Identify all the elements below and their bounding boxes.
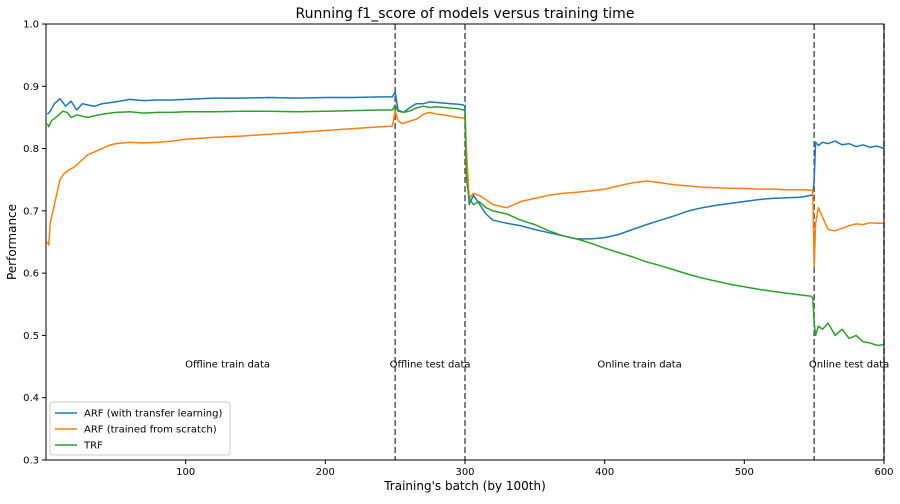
x-tick-label: 500 bbox=[735, 467, 754, 478]
y-tick-label: 0.7 bbox=[23, 206, 39, 217]
y-tick-label: 0.6 bbox=[23, 269, 39, 280]
region-labels: Offline train data Offline test data Onlin… bbox=[185, 359, 889, 370]
region-label-2: Online train data bbox=[597, 359, 681, 370]
x-tick-label: 300 bbox=[455, 467, 474, 478]
series-line-2 bbox=[46, 104, 885, 347]
x-tick-label: 200 bbox=[316, 467, 335, 478]
chart-title: Running f1_score of models versus traini… bbox=[296, 6, 635, 22]
legend-label-1: ARF (trained from scratch) bbox=[84, 425, 217, 436]
y-tick-label: 0.4 bbox=[23, 393, 39, 404]
x-axis-ticks: 100 200 300 400 500 600 bbox=[176, 460, 894, 478]
legend-label-0: ARF (with transfer learning) bbox=[84, 409, 222, 420]
y-axis-ticks: 0.3 0.4 0.5 0.6 0.7 0.8 0.9 1.0 bbox=[23, 20, 46, 467]
legend-label-2: TRF bbox=[83, 441, 103, 452]
y-tick-label: 0.8 bbox=[23, 144, 39, 155]
y-tick-label: 1.0 bbox=[23, 20, 39, 31]
region-label-1: Offline test data bbox=[390, 359, 471, 370]
y-tick-label: 0.9 bbox=[23, 82, 39, 93]
y-tick-label: 0.3 bbox=[23, 456, 39, 467]
region-label-0: Offline train data bbox=[185, 359, 270, 370]
x-axis-title: Training's batch (by 100th) bbox=[383, 479, 546, 493]
legend-box bbox=[49, 401, 231, 456]
region-label-3: Online test data bbox=[809, 359, 889, 370]
y-axis-title: Performance bbox=[5, 204, 19, 280]
y-tick-label: 0.5 bbox=[23, 331, 39, 342]
section-dividers bbox=[394, 24, 885, 460]
x-tick-label: 600 bbox=[874, 467, 893, 478]
series-lines bbox=[46, 91, 885, 347]
legend: ARF (with transfer learning) ARF (trained… bbox=[49, 401, 231, 456]
x-tick-label: 400 bbox=[595, 467, 614, 478]
x-tick-label: 100 bbox=[176, 467, 195, 478]
